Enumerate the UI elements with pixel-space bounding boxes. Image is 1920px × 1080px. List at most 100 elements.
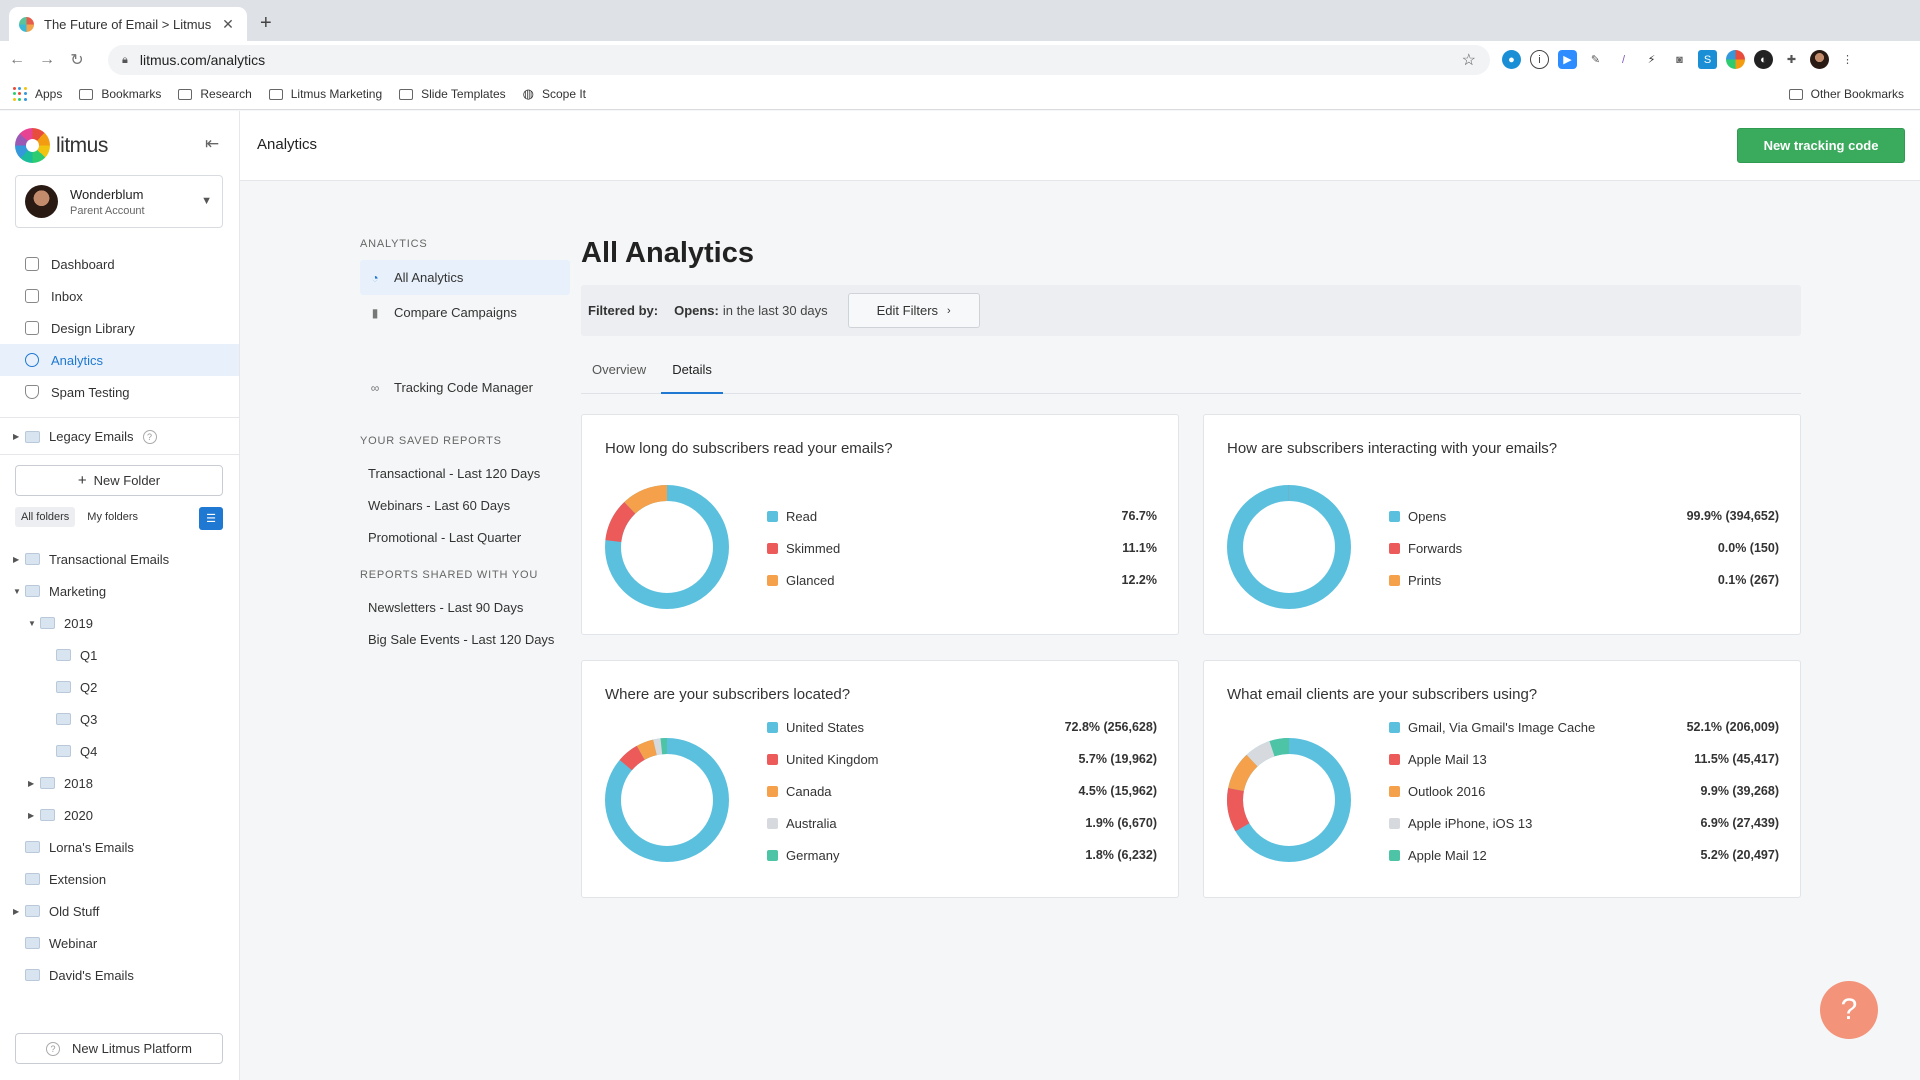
legend-label: Apple Mail 13: [1408, 751, 1487, 767]
saved-report-link[interactable]: Webinars - Last 60 Days: [368, 497, 511, 513]
account-switcher[interactable]: Wonderblum Parent Account ▼: [15, 175, 223, 228]
chevron-right-icon: ›: [947, 304, 951, 317]
caret-right-icon[interactable]: ▶: [28, 810, 35, 820]
new-tracking-code-button[interactable]: New tracking code: [1737, 128, 1905, 163]
location-donut: [605, 738, 729, 862]
tree-item[interactable]: ▶ 2020: [0, 799, 239, 831]
shared-report-link[interactable]: Big Sale Events - Last 120 Days: [368, 631, 555, 647]
new-tab-icon[interactable]: +: [260, 12, 272, 34]
bookmark-star-icon[interactable]: ☆: [1461, 52, 1476, 69]
address-bar[interactable]: 🔒︎ litmus.com/analytics ☆: [108, 45, 1490, 75]
tree-item[interactable]: ▼ 2019: [0, 607, 239, 639]
card-legend: Opens 99.9% (394,652) Forwards 0.0% (150) Pr…: [1389, 500, 1779, 596]
folder-icon: [40, 617, 55, 629]
tree-item[interactable]: ▶ Transactional Emails: [0, 543, 239, 575]
legend-value: 5.2% (20,497): [1700, 848, 1779, 862]
subnav-all-analytics[interactable]: ◔ All Analytics: [360, 260, 570, 295]
bookmark-folder[interactable]: Slide Templates: [399, 87, 506, 101]
nav-dashboard[interactable]: Dashboard: [0, 248, 239, 280]
feather-icon[interactable]: /: [1614, 50, 1633, 69]
camera-icon[interactable]: ◙: [1670, 50, 1689, 69]
legend-value: 4.5% (15,962): [1078, 784, 1157, 798]
caret-right-icon[interactable]: ▶: [28, 778, 35, 788]
subnav-label: All Analytics: [394, 270, 464, 285]
help-icon[interactable]: ?: [142, 429, 157, 444]
tree-item[interactable]: ▶ 2018: [0, 767, 239, 799]
tab-details[interactable]: Details: [661, 358, 723, 394]
nav-design-library[interactable]: Design Library: [0, 312, 239, 344]
caret-right-icon[interactable]: ▶: [13, 432, 20, 441]
puzzle-icon[interactable]: ✚: [1782, 50, 1801, 69]
caret-right-icon[interactable]: ▶: [13, 554, 20, 564]
back-icon[interactable]: ←: [9, 51, 25, 68]
tree-item[interactable]: Q2: [0, 671, 239, 703]
filter-label: Filtered by:: [588, 303, 659, 318]
read-time-card: How long do subscribers read your emails…: [581, 414, 1179, 635]
legend-row: Skimmed 11.1%: [767, 532, 1157, 564]
close-tab-icon[interactable]: ✕: [222, 15, 234, 32]
eyedropper-icon[interactable]: ✎: [1586, 50, 1605, 69]
tree-item[interactable]: Webinar: [0, 927, 239, 959]
legacy-emails-folder[interactable]: ▶ Legacy Emails ?: [13, 429, 157, 444]
other-bookmarks[interactable]: Other Bookmarks: [1788, 87, 1904, 101]
subnav-tracking-code-manager[interactable]: ∞ Tracking Code Manager: [360, 370, 570, 405]
tree-item[interactable]: Q4: [0, 735, 239, 767]
profile-avatar-icon[interactable]: [1810, 50, 1829, 69]
tree-item[interactable]: David's Emails: [0, 959, 239, 991]
reload-icon[interactable]: ↻: [70, 52, 84, 69]
new-folder-button[interactable]: + New Folder: [15, 465, 223, 496]
mask-extension-icon[interactable]: ◐: [1754, 50, 1773, 69]
saved-report-link[interactable]: Transactional - Last 120 Days: [368, 465, 541, 481]
bookmark-folder[interactable]: Research: [178, 87, 252, 101]
edit-filters-button[interactable]: Edit Filters ›: [847, 293, 980, 328]
caret-down-icon[interactable]: ▼: [13, 586, 21, 596]
tree-item[interactable]: Lorna's Emails: [0, 831, 239, 863]
tree-item[interactable]: Q1: [0, 639, 239, 671]
litmus-logo[interactable]: litmus: [15, 128, 108, 163]
tree-item[interactable]: ▶ Old Stuff: [0, 895, 239, 927]
filter-value: in the last 30 days: [722, 303, 828, 318]
nav-label: Spam Testing: [51, 384, 130, 400]
collapse-sidebar-icon[interactable]: ⇤: [205, 134, 220, 153]
nav-inbox[interactable]: Inbox: [0, 280, 239, 312]
bolt-icon[interactable]: ⚡︎: [1642, 50, 1661, 69]
help-chat-button[interactable]: ?: [1820, 981, 1878, 1039]
new-litmus-platform-button[interactable]: ? New Litmus Platform: [15, 1033, 223, 1064]
legend-value: 1.9% (6,670): [1085, 816, 1157, 830]
legend-row: United States 72.8% (256,628): [767, 711, 1157, 743]
subnav-compare-campaigns[interactable]: ▮ Compare Campaigns: [360, 295, 570, 330]
legend-label: Read: [786, 508, 818, 524]
browser-tab[interactable]: The Future of Email > Litmus ✕: [9, 7, 247, 41]
legend-label: Gmail, Via Gmail's Image Cache: [1408, 719, 1596, 735]
tab-overview[interactable]: Overview: [592, 362, 647, 377]
saved-report-link[interactable]: Promotional - Last Quarter: [368, 529, 522, 545]
forward-icon[interactable]: →: [39, 51, 55, 68]
extension-circle-icon[interactable]: ●: [1502, 50, 1521, 69]
tree-item[interactable]: Extension: [0, 863, 239, 895]
menu-kebab-icon[interactable]: ⋮: [1838, 50, 1857, 69]
legend-label: Apple Mail 12: [1408, 847, 1487, 863]
shared-report-link[interactable]: Newsletters - Last 90 Days: [368, 599, 524, 615]
tree-item[interactable]: ▼ Marketing: [0, 575, 239, 607]
skype-icon[interactable]: S: [1698, 50, 1717, 69]
bookmark-folder[interactable]: Litmus Marketing: [268, 87, 382, 101]
page-title: Analytics: [257, 136, 318, 153]
legend-value: 99.9% (394,652): [1686, 509, 1779, 523]
caret-down-icon[interactable]: ▼: [28, 618, 36, 628]
caret-right-icon[interactable]: ▶: [13, 906, 20, 916]
bookmark-folder[interactable]: Bookmarks: [79, 87, 161, 101]
tab-my-folders[interactable]: My folders: [87, 511, 139, 523]
folder-label: Q1: [80, 647, 98, 663]
legend-label: Skimmed: [786, 540, 841, 556]
tree-item[interactable]: Q3: [0, 703, 239, 735]
nav-analytics[interactable]: Analytics: [0, 344, 239, 376]
password-manager-icon[interactable]: i: [1530, 50, 1549, 69]
bookmark-link[interactable]: ◍ Scope It: [523, 86, 586, 102]
card-title: How long do subscribers read your emails…: [605, 440, 893, 457]
nav-spam-testing[interactable]: Spam Testing: [0, 376, 239, 408]
litmus-extension-icon[interactable]: [1726, 50, 1745, 69]
bookmark-apps[interactable]: Apps: [13, 87, 62, 101]
tab-all-folders[interactable]: All folders: [15, 507, 76, 527]
sort-folders-button[interactable]: ☰: [199, 507, 223, 530]
zoom-icon[interactable]: ▶: [1558, 50, 1577, 69]
